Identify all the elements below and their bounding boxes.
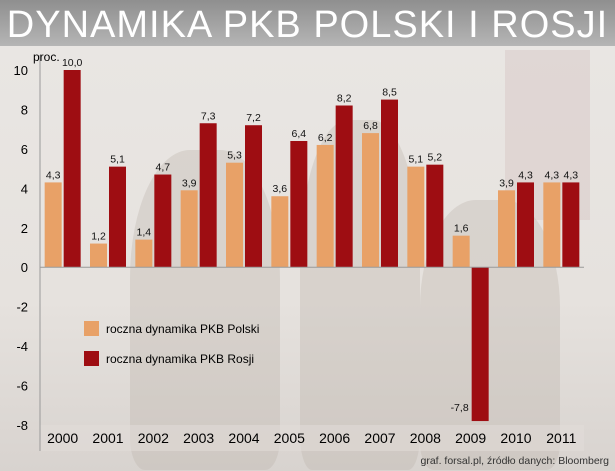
bar [90,243,107,268]
y-axis-label: proc. [33,50,60,64]
x-tick-label: 2004 [228,430,259,446]
data-label: 1,6 [454,223,469,235]
bar [316,144,334,268]
data-label: 1,4 [137,227,152,239]
data-label: -7,8 [451,402,469,414]
x-tick-label: 2010 [500,430,531,446]
bar [471,267,489,422]
x-tick-label: 2008 [410,430,441,446]
x-tick-label: 2011 [546,430,576,446]
x-tick-label: 2002 [138,430,169,446]
bar [199,123,217,268]
x-tick-label: 2006 [319,430,350,446]
x-axis-band [40,425,584,451]
data-label: 6,2 [318,132,333,144]
data-label: 8,2 [337,93,352,105]
bar [245,125,262,268]
bar [135,239,153,268]
bar [271,196,289,268]
data-label: 5,1 [409,154,424,166]
data-label: 10,0 [62,57,83,69]
x-tick-label: 2007 [364,430,395,446]
y-tick-label: -8 [16,418,28,433]
x-tick-label: 2000 [47,430,78,446]
bar [290,141,308,268]
bar [44,182,62,268]
x-tick-label: 2005 [274,430,305,446]
bar [407,166,425,268]
data-label: 4,3 [46,169,61,181]
data-label: 1,2 [91,231,106,243]
y-tick-label: -4 [16,339,28,354]
y-tick-label: 10 [14,63,28,78]
bar [498,190,515,268]
source-note: graf. forsal.pl, źródło danych: Bloomber… [420,455,609,467]
y-tick-label: 8 [21,102,28,117]
y-tick-label: -2 [16,300,28,315]
data-label: 3,9 [182,177,197,189]
chart-title: DYNAMIKA PKB POLSKI I ROSJI [6,4,609,46]
bar [381,99,398,268]
bar [426,164,444,268]
bar [180,190,198,268]
legend-swatch [84,351,99,366]
x-tick-label: 2001 [92,430,123,446]
data-label: 6,4 [292,128,307,140]
data-label: 5,1 [110,154,125,166]
data-label: 5,2 [428,152,443,164]
bar [226,162,243,268]
bar [154,174,172,268]
y-tick-label: 6 [21,142,28,157]
bar [335,105,353,268]
data-label: 8,5 [382,87,397,99]
bar [562,182,580,268]
data-label: 7,3 [201,110,216,122]
bar [543,182,561,268]
data-label: 4,3 [545,169,560,181]
data-label: 4,3 [518,169,533,181]
data-label: 4,3 [564,169,579,181]
data-label: 5,3 [227,150,242,162]
data-label: 3,6 [273,183,288,195]
legend-swatch [84,321,99,336]
data-label: 6,8 [363,120,378,132]
legend-label: roczna dynamika PKB Polski [106,322,259,336]
y-tick-label: 0 [21,260,28,275]
bar [63,70,81,268]
title-band [0,0,615,46]
data-label: 3,9 [499,177,514,189]
y-tick-label: 2 [21,221,28,236]
y-tick-label: 4 [21,181,28,196]
bar [109,166,126,268]
bar [517,182,534,268]
y-tick-label: -6 [16,379,28,394]
bar [452,235,470,268]
data-label: 7,2 [246,112,261,124]
bar [362,133,379,268]
legend-label: roczna dynamika PKB Rosji [106,352,254,366]
data-label: 4,7 [156,162,171,174]
x-tick-label: 2003 [183,430,214,446]
x-tick-label: 2009 [455,430,486,446]
